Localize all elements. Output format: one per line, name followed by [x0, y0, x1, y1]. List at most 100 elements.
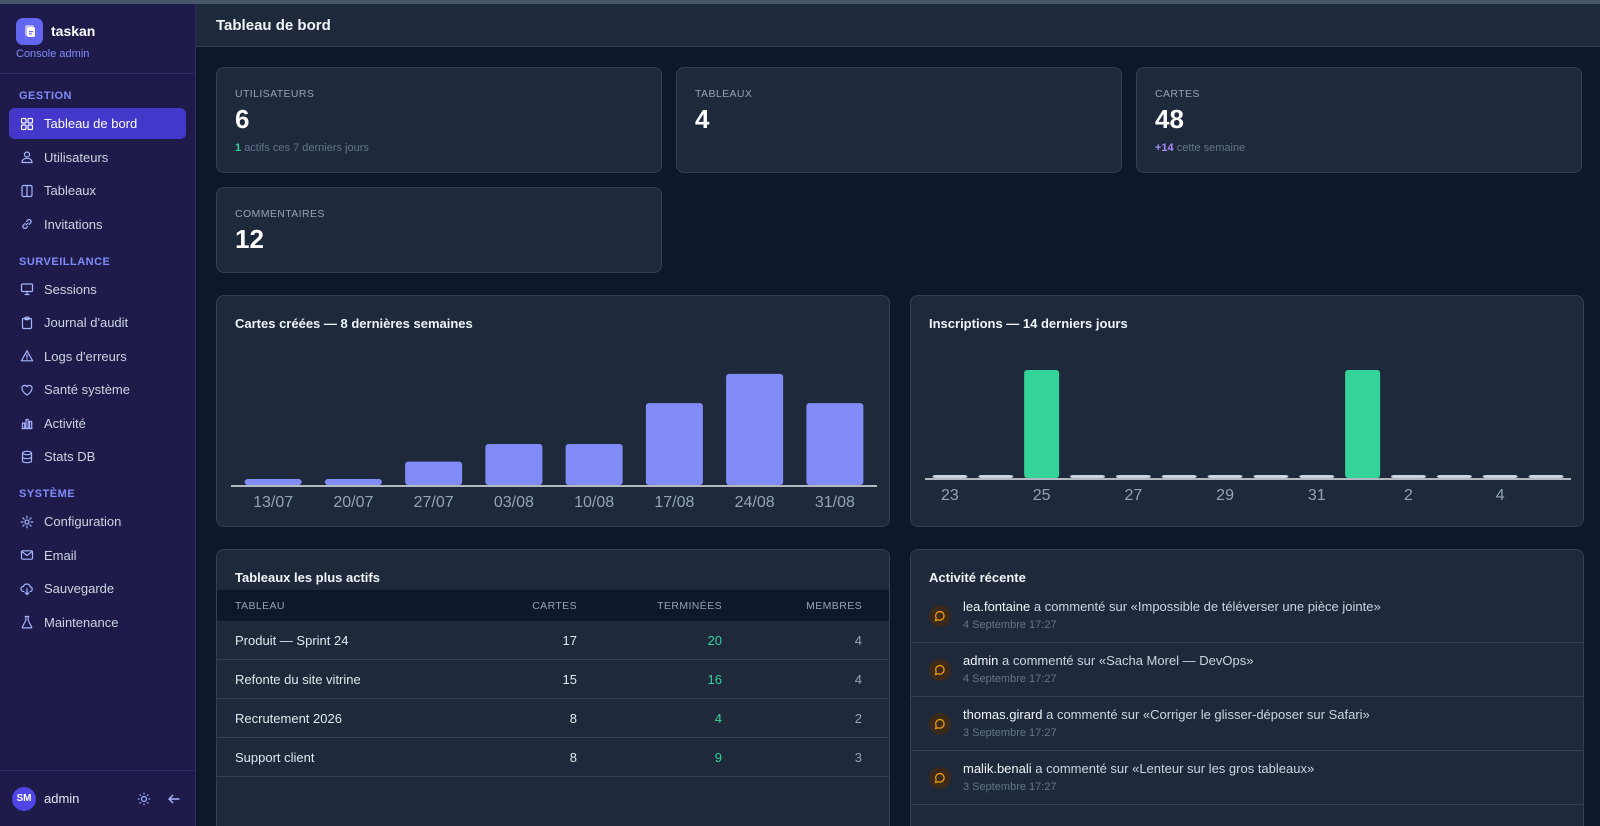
stat-subtext: 1 actifs ces 7 derniers jours: [235, 142, 369, 154]
sidebar-item-utilisateurs[interactable]: Utilisateurs: [9, 142, 186, 173]
chart-bar: [1528, 475, 1564, 478]
sidebar-nav: GESTION Tableau de bord Utilisateurs Tablea…: [0, 90, 195, 638]
column-header[interactable]: CARTES: [532, 599, 577, 612]
chart-bar: [1436, 475, 1472, 478]
members-count-cell: 3: [854, 749, 862, 765]
activity-date: 4 Septembre 17:27: [963, 619, 1057, 631]
brand[interactable]: taskan: [0, 4, 195, 45]
activity-user[interactable]: malik.benali: [963, 761, 1032, 776]
sidebar-item-logs-d-erreurs[interactable]: Logs d'erreurs: [9, 341, 186, 372]
x-tick-label: 17/08: [654, 494, 694, 511]
activity-item[interactable]: malik.benali a commenté sur «Lenteur sur…: [911, 751, 1583, 805]
chart-bar: [1207, 475, 1243, 478]
comment-icon: [929, 659, 951, 681]
x-tick-label: 20/07: [333, 494, 373, 511]
activity-date: 3 Septembre 17:27: [963, 781, 1057, 793]
cards-count-cell: 15: [562, 671, 577, 687]
sidebar-item-tableau-de-bord[interactable]: Tableau de bord: [9, 108, 186, 139]
users-icon: [20, 150, 34, 164]
sun-icon: [137, 792, 151, 805]
column-header[interactable]: TABLEAU: [235, 599, 285, 612]
activity-item[interactable]: admin a commenté sur «Sacha Morel — DevO…: [911, 643, 1583, 697]
stat-subtext-label: cette semaine: [1176, 142, 1246, 154]
app-logo-icon: [16, 17, 43, 45]
sidebar-item-invitations[interactable]: Invitations: [9, 209, 186, 240]
sidebar-item-sessions[interactable]: Sessions: [9, 274, 186, 305]
card-title: Tableaux les plus actifs: [235, 570, 380, 585]
avatar[interactable]: SM: [12, 786, 36, 811]
sidebar-item-label: Sauvegarde: [44, 581, 115, 596]
column-header[interactable]: MEMBRES: [806, 599, 862, 612]
chart-bar: [726, 373, 784, 485]
collapse-sidebar-button[interactable]: [166, 791, 182, 807]
x-tick-label: 2: [1404, 487, 1413, 504]
table-row[interactable]: Recrutement 2026 8 4 2: [217, 699, 889, 738]
sidebar-item-label: Sessions: [44, 281, 97, 297]
bar-chart-icon: [20, 416, 34, 430]
chart-bar: [1070, 475, 1105, 478]
chart-bar: [324, 479, 382, 485]
activity-date: 3 Septembre 17:27: [963, 727, 1057, 739]
done-count-cell: 4: [714, 710, 722, 726]
chart-bar: [485, 444, 543, 485]
x-tick-label: 13/07: [253, 494, 293, 511]
activity-item[interactable]: lea.fontaine a commenté sur «Impossible …: [911, 589, 1583, 643]
activity-item[interactable]: thomas.girard a commenté sur «Corriger l…: [911, 697, 1583, 751]
activity-description: a commenté sur «Corriger le glisser-dépo…: [1042, 707, 1370, 722]
activity-date: 4 Septembre 17:27: [963, 673, 1057, 685]
sidebar-item-label: Utilisateurs: [44, 149, 109, 165]
activity-user[interactable]: lea.fontaine: [963, 599, 1031, 614]
stat-value: 48: [1155, 104, 1184, 134]
sidebar-item-stats-db[interactable]: Stats DB: [9, 441, 186, 472]
sidebar-item-label: Configuration: [44, 514, 122, 529]
stat-value: 4: [695, 104, 710, 134]
table-row[interactable]: Refonte du site vitrine 15 16 4: [217, 660, 889, 699]
stat-card-cards: CARTES 48 +14 cette semaine: [1136, 67, 1582, 173]
chart-title: Inscriptions — 14 derniers jours: [929, 316, 1128, 331]
page-title: Tableau de bord: [216, 16, 331, 34]
table-row[interactable]: Produit — Sprint 24 17 20 4: [217, 621, 889, 660]
sidebar-section-title: SURVEILLANCE: [19, 255, 111, 268]
x-tick-label: 27/07: [414, 494, 454, 511]
cloud-download-icon: [20, 582, 34, 596]
cards-count-cell: 17: [562, 632, 577, 648]
chart-bar: [645, 403, 703, 485]
x-tick-label: 27: [1124, 487, 1142, 504]
stat-label: CARTES: [1155, 88, 1200, 100]
main-content: Tableau de bord UTILISATEURS 6 1 actifs …: [196, 4, 1600, 826]
members-count-cell: 4: [854, 632, 862, 648]
sidebar-item-sante-systeme[interactable]: Santé système: [9, 374, 186, 405]
sidebar-item-journal-d-audit[interactable]: Journal d'audit: [9, 307, 186, 338]
activity-description: a commenté sur «Lenteur sur les gros tab…: [1031, 761, 1315, 776]
activity-description: a commenté sur «Impossible de téléverser…: [1030, 599, 1381, 614]
x-tick-label: 25: [1033, 487, 1051, 504]
x-tick-label: 31: [1308, 487, 1326, 504]
sidebar-item-email[interactable]: Email: [9, 540, 186, 571]
theme-toggle-button[interactable]: [136, 791, 152, 807]
activity-text: admin a commenté sur «Sacha Morel — DevO…: [963, 653, 1253, 668]
signups-chart: 23 25 27 29 31 2 4: [925, 370, 1571, 504]
stat-value: 6: [235, 104, 250, 134]
sidebar-item-sauvegarde[interactable]: Sauvegarde: [9, 573, 186, 604]
board-name-cell: Recrutement 2026: [235, 710, 342, 726]
flask-icon: [20, 615, 34, 629]
column-header[interactable]: TERMINÉES: [657, 599, 722, 612]
x-tick-label: 23: [941, 487, 959, 504]
table-row[interactable]: Support client 8 9 3: [217, 738, 889, 777]
chart-bar: [244, 479, 302, 485]
sidebar-item-label: Maintenance: [44, 614, 119, 630]
chart-bar: [978, 475, 1014, 478]
sidebar-item-tableaux[interactable]: Tableaux: [9, 175, 186, 206]
sidebar-item-activite[interactable]: Activité: [9, 408, 186, 439]
stat-value: 12: [235, 224, 264, 254]
activity-user[interactable]: admin: [963, 653, 999, 668]
heart-icon: [20, 383, 34, 397]
sidebar-item-label: Logs d'erreurs: [44, 348, 127, 364]
sidebar-item-configuration[interactable]: Configuration: [9, 506, 186, 537]
top-boards-card: Tableaux les plus actifs TABLEAU CARTES …: [216, 549, 890, 826]
sidebar-item-maintenance[interactable]: Maintenance: [9, 607, 186, 638]
activity-user[interactable]: thomas.girard: [963, 707, 1043, 722]
sidebar-footer: SM admin: [0, 770, 196, 826]
chart-bar: [1024, 370, 1060, 478]
chart-card-cards-created: Cartes créées — 8 dernières semaines 13/…: [216, 295, 890, 527]
